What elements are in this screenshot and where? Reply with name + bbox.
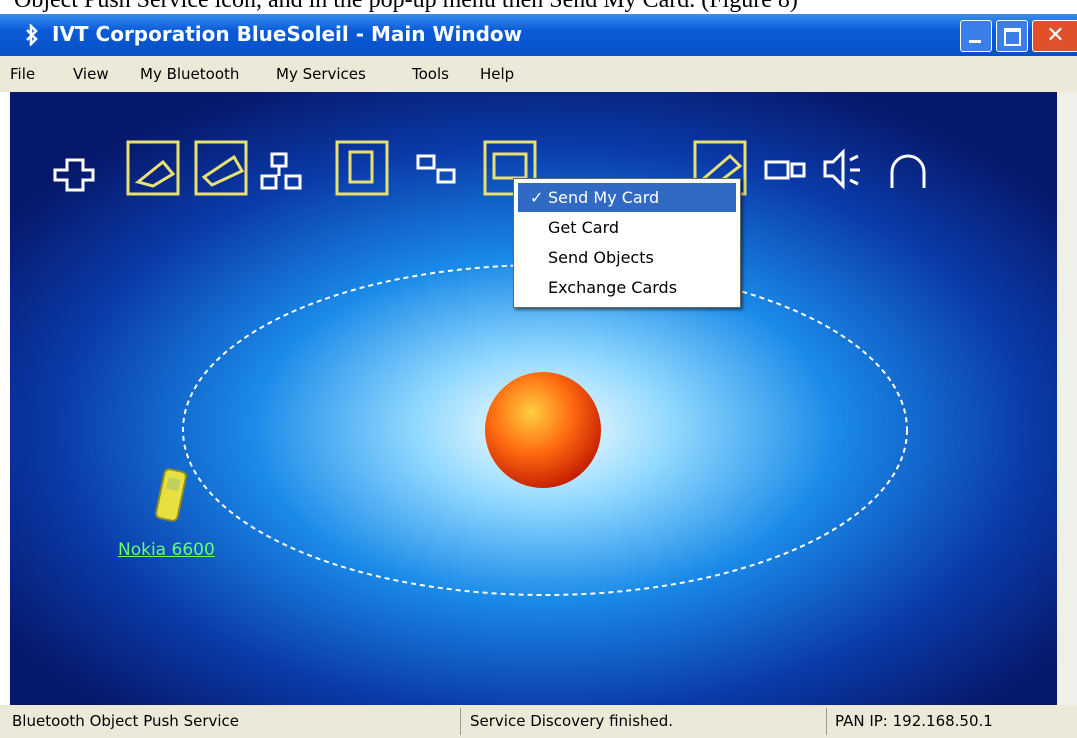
menu-item[interactable]: My Services	[276, 65, 366, 83]
title-bar: IVT Corporation BlueSoleil - Main Window…	[0, 14, 1077, 56]
window-title: IVT Corporation BlueSoleil - Main Window	[52, 22, 522, 46]
menu-option[interactable]: ✓ Send My Card	[518, 183, 736, 212]
status-field: Bluetooth Object Push Service	[12, 712, 239, 730]
menu-item[interactable]: File	[10, 65, 35, 83]
menu-item[interactable]: Tools	[412, 65, 449, 83]
minimize-button[interactable]	[960, 20, 992, 52]
menu-item[interactable]: View	[73, 65, 109, 83]
menu-item[interactable]: My Bluetooth	[140, 65, 239, 83]
popup-menu: ✓ Send My Card Get Card Send Objects Exch…	[513, 178, 741, 308]
menu-bar: File View My Bluetooth My Services Tools…	[0, 56, 1077, 92]
status-field: Service Discovery finished.	[470, 712, 673, 730]
local-device[interactable]	[485, 372, 601, 488]
menu-option-label: Send My Card	[548, 188, 659, 207]
app-icon	[22, 24, 42, 46]
menu-option[interactable]: Send Objects	[518, 243, 736, 272]
menu-option[interactable]: Get Card	[518, 213, 736, 242]
menu-option[interactable]: Exchange Cards	[518, 273, 736, 302]
status-field: PAN IP: 192.168.50.1	[835, 712, 993, 730]
maximize-button[interactable]	[996, 20, 1028, 52]
page: Object Push Service icon, and in the pop…	[0, 0, 1077, 738]
scrollbar[interactable]	[1057, 92, 1077, 705]
check-mark: ✓	[530, 183, 543, 212]
close-button[interactable]: ✕	[1032, 20, 1077, 52]
caption: Object Push Service icon, and in the pop…	[14, 0, 798, 14]
device-label[interactable]: Nokia 6600	[118, 540, 215, 560]
menu-item[interactable]: Help	[480, 65, 514, 83]
status-bar: Bluetooth Object Push Service Service Di…	[0, 705, 1077, 738]
